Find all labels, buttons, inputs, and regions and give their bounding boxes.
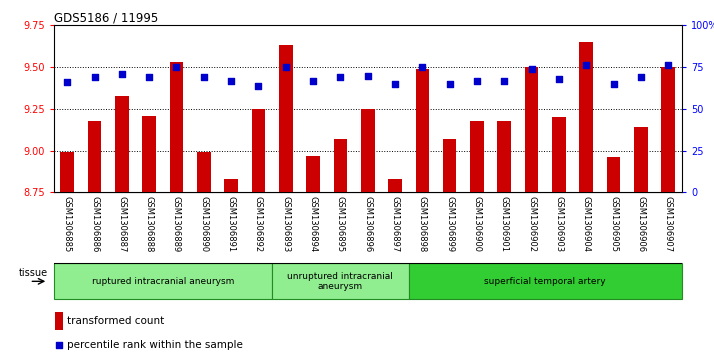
- Point: [280, 64, 291, 70]
- Text: tissue: tissue: [19, 268, 48, 278]
- Text: GSM1306894: GSM1306894: [308, 196, 318, 252]
- Point: [635, 74, 647, 80]
- Point: [389, 81, 401, 87]
- Bar: [580, 42, 593, 192]
- Text: GSM1306890: GSM1306890: [199, 196, 208, 252]
- Bar: [272, 263, 408, 299]
- Bar: [279, 45, 293, 192]
- Text: ruptured intracranial aneurysm: ruptured intracranial aneurysm: [91, 277, 234, 286]
- Point: [553, 76, 565, 82]
- Text: GSM1306899: GSM1306899: [445, 196, 454, 252]
- Text: GSM1306885: GSM1306885: [63, 196, 71, 252]
- Point: [144, 74, 155, 80]
- Bar: [197, 152, 211, 192]
- Text: GSM1306893: GSM1306893: [281, 196, 291, 252]
- Point: [498, 78, 510, 83]
- Point: [526, 66, 538, 72]
- Point: [608, 81, 619, 87]
- Bar: [607, 157, 620, 192]
- Text: GSM1306905: GSM1306905: [609, 196, 618, 252]
- Text: GSM1306887: GSM1306887: [117, 196, 126, 252]
- Text: GSM1306889: GSM1306889: [172, 196, 181, 252]
- Bar: [525, 67, 538, 192]
- Bar: [552, 117, 565, 192]
- Point: [471, 78, 483, 83]
- Text: GSM1306906: GSM1306906: [636, 196, 645, 252]
- Point: [335, 74, 346, 80]
- Text: superficial temporal artery: superficial temporal artery: [485, 277, 606, 286]
- Point: [307, 78, 318, 83]
- Point: [444, 81, 456, 87]
- Bar: [61, 152, 74, 192]
- Point: [417, 64, 428, 70]
- Bar: [306, 156, 320, 192]
- Bar: [408, 263, 682, 299]
- Text: GSM1306903: GSM1306903: [555, 196, 563, 252]
- Bar: [416, 69, 429, 192]
- Bar: [470, 121, 484, 192]
- Text: GSM1306898: GSM1306898: [418, 196, 427, 252]
- Point: [198, 74, 209, 80]
- Bar: [224, 179, 238, 192]
- Text: GSM1306896: GSM1306896: [363, 196, 372, 252]
- Bar: [56, 312, 63, 330]
- Text: GSM1306891: GSM1306891: [226, 196, 236, 252]
- Bar: [115, 95, 129, 192]
- Point: [226, 78, 237, 83]
- Text: GSM1306897: GSM1306897: [391, 196, 400, 252]
- Bar: [333, 139, 347, 192]
- Text: GSM1306892: GSM1306892: [254, 196, 263, 252]
- Bar: [142, 115, 156, 192]
- Point: [116, 71, 128, 77]
- Bar: [88, 121, 101, 192]
- Text: GSM1306886: GSM1306886: [90, 196, 99, 252]
- Text: GSM1306907: GSM1306907: [664, 196, 673, 252]
- Text: percentile rank within the sample: percentile rank within the sample: [67, 340, 243, 350]
- Bar: [661, 67, 675, 192]
- Point: [89, 74, 100, 80]
- Point: [61, 79, 73, 85]
- Point: [362, 73, 373, 78]
- Text: GSM1306904: GSM1306904: [582, 196, 590, 252]
- Text: transformed count: transformed count: [67, 316, 165, 326]
- Bar: [54, 263, 272, 299]
- Text: GSM1306900: GSM1306900: [473, 196, 481, 252]
- Bar: [634, 127, 648, 192]
- Point: [663, 62, 674, 68]
- Text: GSM1306902: GSM1306902: [527, 196, 536, 252]
- Text: GSM1306888: GSM1306888: [145, 196, 154, 252]
- Bar: [443, 139, 456, 192]
- Point: [54, 342, 65, 348]
- Point: [171, 64, 182, 70]
- Bar: [251, 109, 266, 192]
- Point: [580, 62, 592, 68]
- Text: unruptured intracranial
aneurysm: unruptured intracranial aneurysm: [288, 272, 393, 291]
- Text: GSM1306895: GSM1306895: [336, 196, 345, 252]
- Text: GDS5186 / 11995: GDS5186 / 11995: [54, 11, 158, 24]
- Bar: [388, 179, 402, 192]
- Text: GSM1306901: GSM1306901: [500, 196, 509, 252]
- Bar: [170, 62, 183, 192]
- Bar: [498, 121, 511, 192]
- Point: [253, 83, 264, 89]
- Bar: [361, 109, 375, 192]
